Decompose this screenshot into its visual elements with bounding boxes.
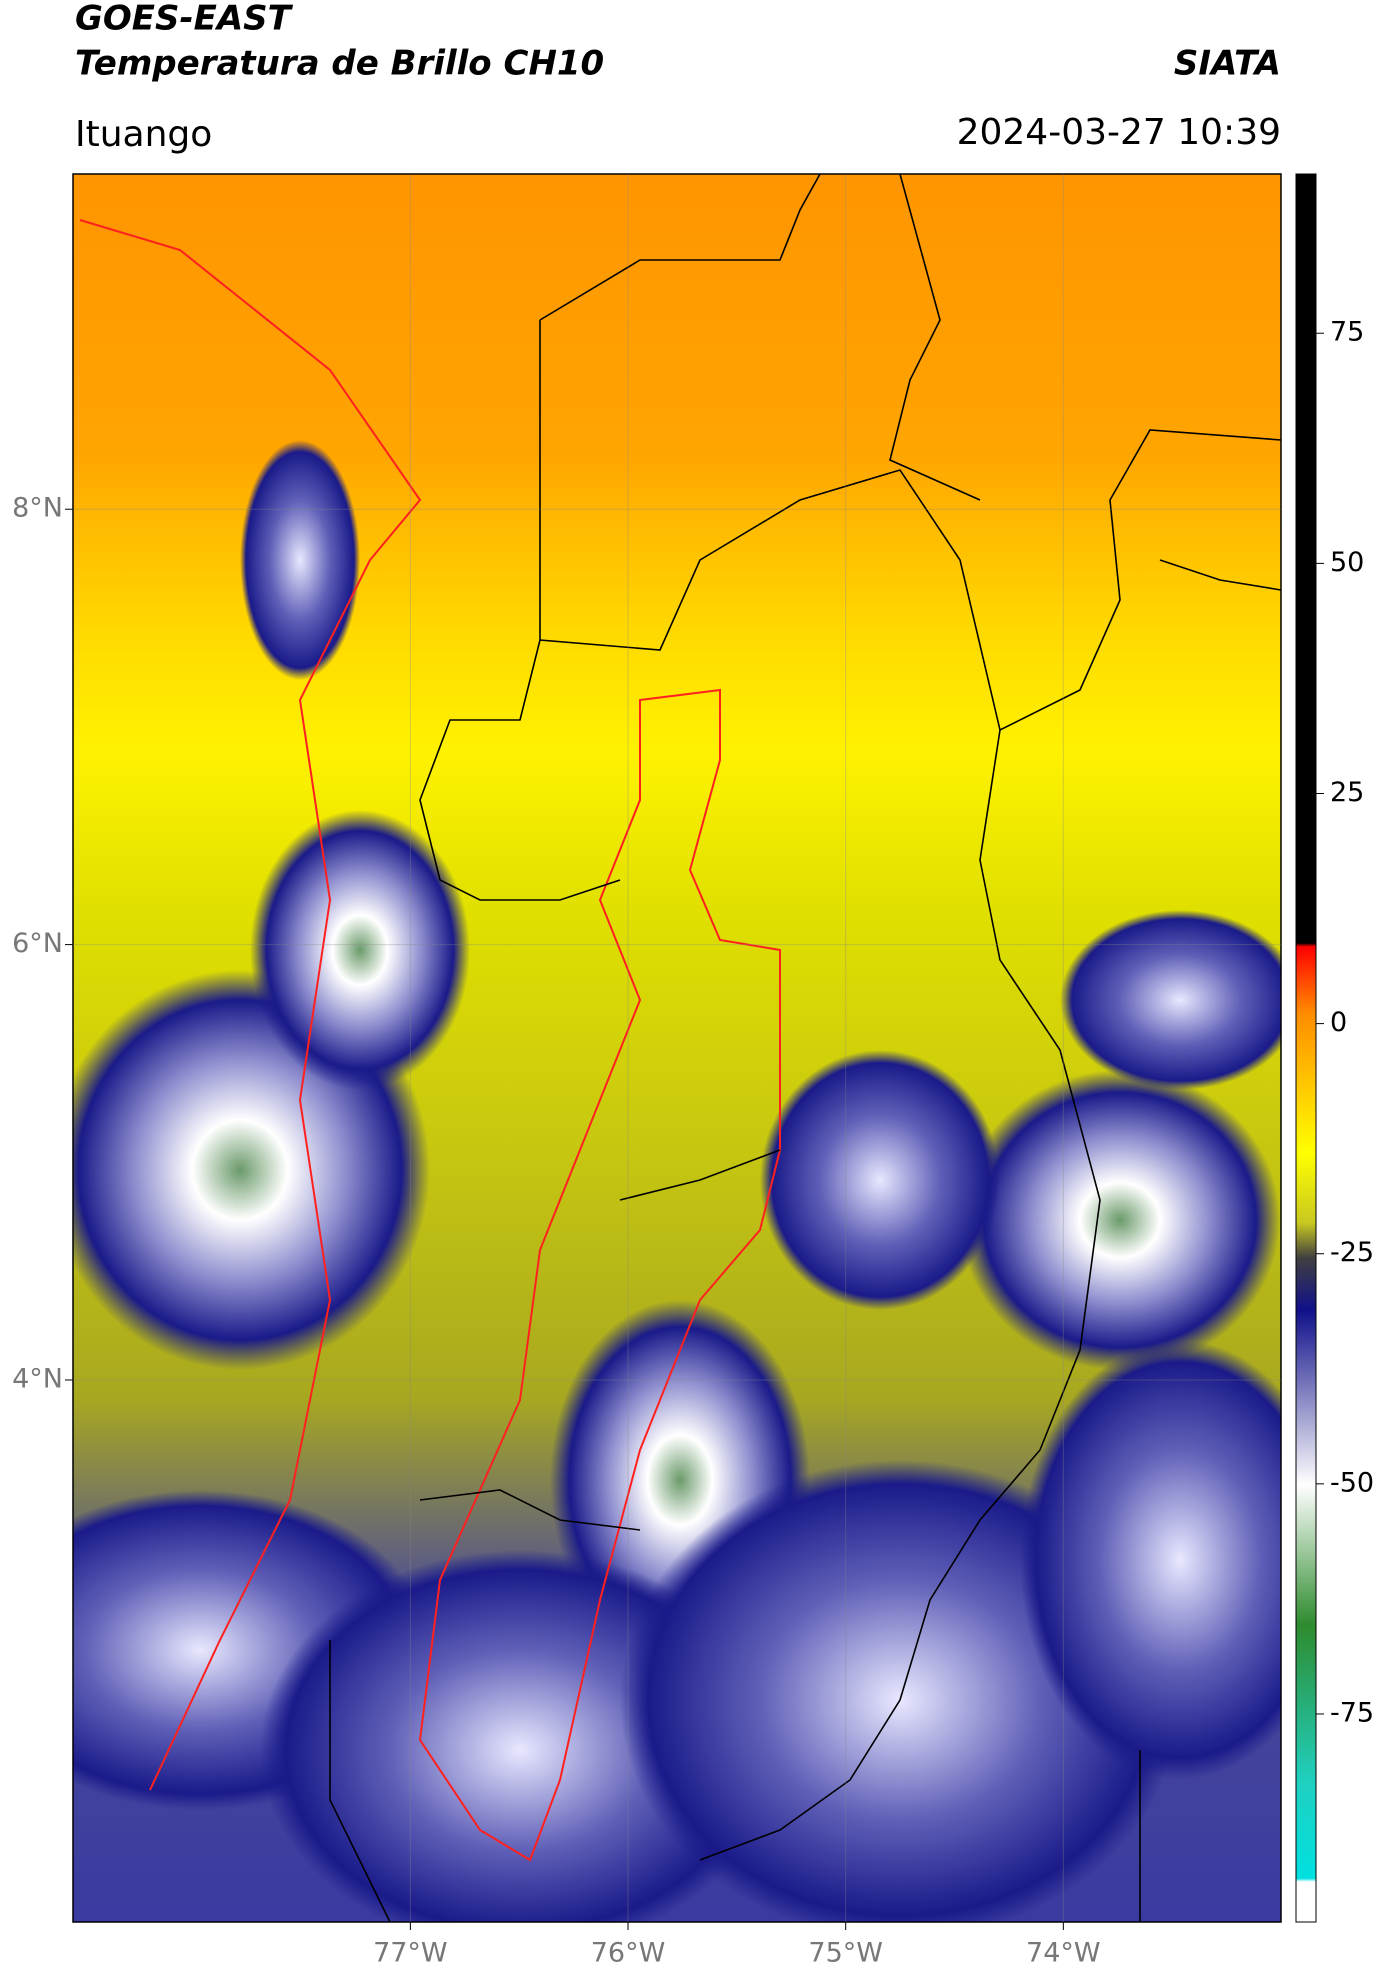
map-frame — [72, 173, 1282, 1923]
colorbar-label: 25 — [1330, 777, 1364, 808]
colorbar-label: -50 — [1330, 1467, 1374, 1498]
colorbar-label: 0 — [1330, 1007, 1347, 1038]
lon-label: 77°W — [373, 1938, 448, 1969]
map-field — [73, 174, 1281, 1922]
colorbar-label: -25 — [1330, 1237, 1374, 1268]
lat-label: 6°N — [12, 928, 63, 959]
lon-label: 74°W — [1026, 1938, 1101, 1969]
colorbar-label: -75 — [1330, 1697, 1374, 1728]
colorbar-label: 50 — [1330, 547, 1364, 578]
lat-label: 4°N — [12, 1363, 63, 1394]
colorbar-label: 75 — [1330, 317, 1364, 348]
source: SIATA — [1174, 44, 1281, 84]
lon-label: 75°W — [808, 1938, 883, 1969]
title: Temperatura de Brillo CH10 — [75, 44, 604, 84]
lon-label: 76°W — [591, 1938, 666, 1969]
lat-label: 8°N — [12, 493, 63, 524]
datetime: 2024-03-27 10:39 — [957, 112, 1281, 153]
colorbar — [1295, 173, 1317, 1923]
region: Ituango — [75, 114, 212, 155]
title: GOES-EAST — [75, 0, 294, 39]
